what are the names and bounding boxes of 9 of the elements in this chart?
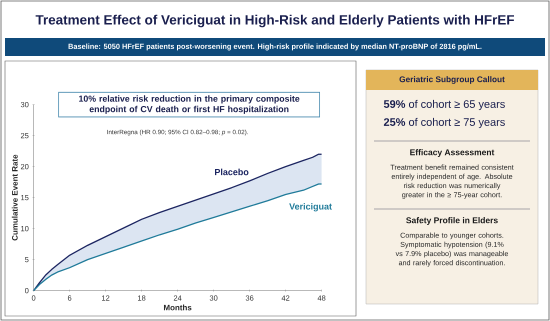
text: Efficacy Assessment [410,149,494,157]
series-label: Placebo [215,168,248,176]
text: 59% of cohort ≥ 65 years [384,100,505,110]
annotation: 10% relative risk reduction in the primary composite endpoint of CV death or first HF hospitalization [79,95,300,114]
text: Safety Profile in Elders [406,217,498,225]
chart-title: Treatment Effect of Vericiguat in High-Risk and Elderly Patients with HFrEF [36,14,514,28]
series-label: Vericiguat [289,203,332,212]
text: Geriatric Subgroup Callout [400,76,505,84]
text: 25% of cohort ≥ 75 years [384,118,505,128]
